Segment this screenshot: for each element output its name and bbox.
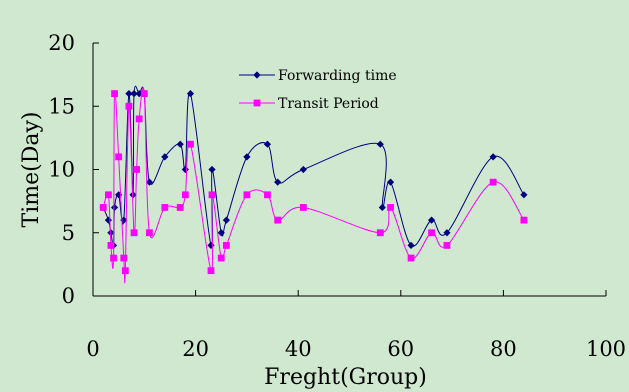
x-tick-label: 60 (387, 337, 414, 361)
data-point (407, 254, 415, 262)
data-point (110, 203, 119, 212)
data-point (443, 242, 451, 249)
data-point (107, 229, 115, 237)
data-point (120, 254, 128, 262)
data-point (299, 204, 307, 211)
legend-item-1: Forwarding time (239, 68, 397, 84)
data-point (428, 229, 435, 237)
data-point (520, 191, 528, 199)
data-point (176, 140, 184, 148)
y-axis-title: Time(Day) (19, 112, 44, 228)
y-tick-label: 20 (48, 31, 75, 55)
data-point (146, 229, 153, 237)
data-point (217, 254, 225, 262)
data-point (186, 90, 195, 98)
y-tick-label: 5 (62, 221, 75, 245)
data-point (378, 203, 386, 212)
x-tick-label: 0 (86, 337, 99, 361)
data-point (299, 165, 307, 174)
data-point (207, 267, 215, 275)
legend-marker (253, 71, 261, 79)
data-point (161, 204, 169, 211)
data-point (110, 254, 117, 262)
y-tick-label: 10 (48, 158, 75, 182)
data-point (161, 153, 169, 161)
data-point (489, 153, 497, 161)
data-point (386, 178, 395, 186)
data-point (176, 204, 184, 211)
data-point (407, 241, 415, 249)
data-point (129, 191, 137, 199)
data-point (125, 102, 133, 110)
y-tick-label: 15 (48, 94, 75, 118)
x-axis-title: Freght(Group) (264, 365, 427, 390)
data-point (217, 229, 225, 237)
data-point (140, 90, 148, 97)
data-point (376, 140, 384, 148)
data-point (145, 178, 154, 186)
x-tick-label: 100 (586, 337, 626, 361)
legend-item-2: Transit Period (239, 96, 379, 112)
data-point (208, 191, 216, 199)
data-point (187, 140, 194, 148)
data-point (208, 165, 216, 174)
legend-label: Transit Period (278, 96, 379, 112)
data-point (222, 242, 230, 249)
data-point (222, 216, 230, 224)
data-point (489, 178, 497, 186)
data-point (520, 216, 528, 224)
data-point (107, 242, 115, 249)
data-point (427, 216, 436, 224)
data-point (243, 191, 251, 199)
axes: 0 5 10 15 20 0 20 40 60 80 100 (48, 31, 626, 361)
legend-label: Forwarding time (278, 68, 397, 84)
data-point (263, 140, 272, 148)
x-tick-label: 80 (490, 337, 517, 361)
data-point (130, 90, 138, 98)
data-point (135, 115, 143, 123)
data-point (181, 191, 189, 199)
data-point (125, 90, 133, 98)
legend: Forwarding time Transit Period (239, 68, 397, 112)
data-point (243, 153, 251, 161)
data-point (130, 229, 138, 237)
data-point (264, 191, 271, 199)
data-point (443, 229, 451, 237)
data-point (274, 216, 282, 224)
data-point (115, 153, 123, 161)
legend-marker (253, 99, 261, 107)
series-2 (99, 87, 528, 284)
data-point (104, 191, 112, 199)
data-point (121, 267, 129, 275)
y-tick-label: 0 (62, 284, 75, 308)
data-point (387, 204, 394, 211)
x-tick-label: 20 (182, 337, 209, 361)
data-point (111, 90, 118, 97)
x-tick-label: 40 (285, 337, 312, 361)
data-point (274, 178, 282, 186)
series-layer (99, 85, 528, 284)
data-point (133, 166, 141, 173)
data-point (99, 204, 107, 211)
data-point (376, 229, 384, 237)
